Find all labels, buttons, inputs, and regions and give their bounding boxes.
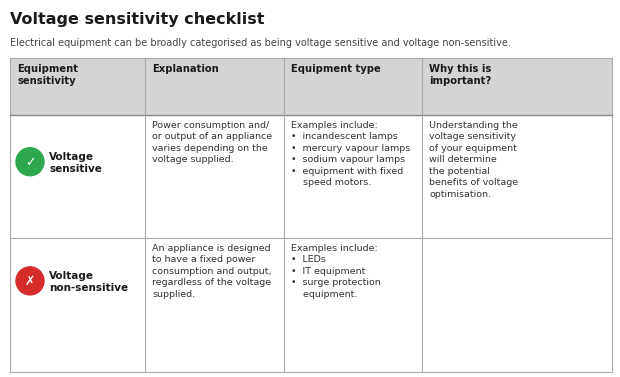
Text: ✓: ✓ [25, 156, 35, 169]
Circle shape [16, 148, 44, 176]
Text: Equipment
sensitivity: Equipment sensitivity [17, 64, 78, 86]
Bar [10, 238, 612, 372]
Text: Understanding the
voltage sensitivity
of your equipment
will determine
the poten: Understanding the voltage sensitivity of… [430, 121, 518, 199]
Bar [10, 58, 612, 115]
Text: ✗: ✗ [25, 275, 35, 288]
Text: Voltage
non-sensitive: Voltage non-sensitive [49, 271, 128, 293]
Text: Examples include:
•  LEDs
•  IT equipment
•  surge protection
    equipment.: Examples include: • LEDs • IT equipment … [291, 244, 381, 299]
Text: Explanation: Explanation [153, 64, 219, 74]
Text: Examples include:
•  incandescent lamps
•  mercury vapour lamps
•  sodium vapour: Examples include: • incandescent lamps •… [291, 121, 410, 187]
Text: Equipment type: Equipment type [291, 64, 381, 74]
Text: Voltage sensitivity checklist: Voltage sensitivity checklist [10, 12, 265, 27]
Text: An appliance is designed
to have a fixed power
consumption and output,
regardles: An appliance is designed to have a fixed… [153, 244, 272, 299]
Circle shape [16, 267, 44, 295]
Text: Electrical equipment can be broadly categorised as being voltage sensitive and v: Electrical equipment can be broadly cate… [10, 38, 511, 48]
Text: Why this is
important?: Why this is important? [430, 64, 492, 86]
Text: Voltage
sensitive: Voltage sensitive [49, 152, 102, 174]
Text: Power consumption and/
or output of an appliance
varies depending on the
voltage: Power consumption and/ or output of an a… [153, 121, 273, 164]
Bar [10, 115, 612, 238]
